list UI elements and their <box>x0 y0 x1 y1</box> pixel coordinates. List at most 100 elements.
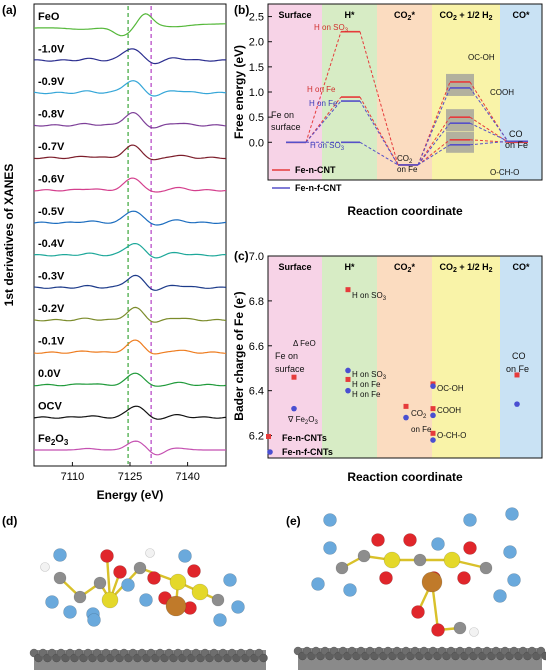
b-annot-o-ch-o: O-CH-O <box>490 168 519 177</box>
fluorine-atom <box>178 549 192 563</box>
fluorine-atom <box>311 577 325 591</box>
column-header: Surface <box>278 262 311 272</box>
c-point-fe-n-f-cnts <box>430 412 436 419</box>
a-series-label: -0.1V <box>38 336 65 348</box>
c-point-fe-n-cnts <box>345 376 351 382</box>
a-series-label: -0.6V <box>38 173 65 185</box>
carbon-atom <box>133 561 147 575</box>
panel-a-ylabel: 1st derivatives of XANES <box>2 164 16 307</box>
b-annot-co-on-fe: on Fe <box>505 140 528 150</box>
iron-atom <box>421 571 443 593</box>
b-state-highlight <box>446 109 474 132</box>
a-curve--0-7v <box>33 144 226 161</box>
a-series-label: -0.5V <box>38 206 65 218</box>
band-4 <box>500 4 542 180</box>
b-ytick-label: 1.5 <box>249 62 264 74</box>
carbon-atom <box>93 576 107 590</box>
b-annot-h-on-fe-red: H on Fe <box>307 85 336 94</box>
b-connector <box>359 31 399 166</box>
fluorine-atom <box>323 541 337 555</box>
panel-b-label: (b) <box>234 3 249 17</box>
panel-c-frame <box>267 255 543 459</box>
fluorine-atom <box>507 573 521 587</box>
a-series-label: OCV <box>38 401 63 413</box>
c-annot-co2: CO2 <box>411 409 427 420</box>
panel-a-xanes-chart: 1st derivatives of XANES Energy (eV) 711… <box>2 3 227 502</box>
c-point-fe-n-cnts <box>403 403 409 409</box>
c-legend-swatch-fe-n-cnts <box>266 434 271 439</box>
sulfur-atom <box>383 551 401 569</box>
c-point-fe-n-cnts <box>345 287 351 293</box>
a-curve--0-9v <box>33 80 227 97</box>
column-header: CO2* <box>394 10 415 22</box>
a-series-label: -0.3V <box>38 271 65 283</box>
c-ytick-label: 6.8 <box>249 296 264 308</box>
c-point-fe-n-f-cnts <box>345 387 351 394</box>
carbon-atom <box>357 549 371 563</box>
iron-atom <box>165 595 187 617</box>
b-state-highlight <box>446 73 474 96</box>
a-curve--0-2v <box>33 306 227 323</box>
b-ytick-label: 0.0 <box>249 137 264 149</box>
c-ytick-label: 6.4 <box>249 386 264 398</box>
band-2 <box>377 256 432 458</box>
fluorine-atom <box>45 595 59 609</box>
c-annot-o-ch-o: O-CH-O <box>437 431 466 440</box>
c-annot-surface: surface <box>275 364 305 374</box>
fluorine-atom <box>231 600 245 614</box>
c-point-fe-n-f-cnts <box>430 437 436 443</box>
oxygen-atom <box>371 533 385 547</box>
c-annot-nabla-fe2o3: ∇ Fe2O3 <box>287 415 319 426</box>
a-curve--0-1v <box>33 339 227 355</box>
fluorine-atom <box>431 537 445 551</box>
oxygen-atom <box>379 571 393 585</box>
column-header: H* <box>344 262 354 272</box>
c-annot-h-on-so3-top: H on SO3 <box>352 291 387 302</box>
b-annot-h-on-so3: H on SO3 <box>314 23 349 34</box>
carbon-atom <box>335 561 349 575</box>
oxygen-atom <box>463 541 477 555</box>
fluorine-atom <box>53 548 67 562</box>
fluorine-atom <box>87 613 101 627</box>
carbon-atom <box>53 571 67 585</box>
b-annot-cooh: COOH <box>490 88 514 97</box>
c-ytick-label: 6.6 <box>249 341 264 353</box>
a-curve--0-5v <box>33 210 227 226</box>
panel-a-frame <box>33 3 227 467</box>
band-0 <box>268 256 322 458</box>
carbon-atom <box>211 593 225 607</box>
hydrogen-atom <box>145 548 155 558</box>
a-curve--1-0v <box>33 48 227 65</box>
c-point-fe-n-f-cnts <box>345 367 351 374</box>
b-annot-oc-oh: OC-OH <box>468 53 495 62</box>
b-ytick-label: 0.5 <box>249 112 264 124</box>
a-series-label: -1.0V <box>38 43 65 55</box>
band-0 <box>268 4 322 180</box>
panel-b-xlabel: Reaction coordinate <box>347 204 463 218</box>
oxygen-atom <box>113 565 127 579</box>
b-connector <box>359 100 399 166</box>
a-xtick-label: 7125 <box>118 471 142 483</box>
c-legend-fe-n-f-cnts: Fe-n-f-CNTs <box>282 447 333 457</box>
c-annot-co-on-fe: on Fe <box>506 364 529 374</box>
fluorine-atom <box>343 583 357 597</box>
a-series-label: -0.4V <box>38 238 65 250</box>
panel-d-molecular-model <box>29 548 268 670</box>
c-annot-oc-oh: OC-OH <box>437 384 464 393</box>
carbon-atom <box>453 621 467 635</box>
c-point-fe-n-f-cnts <box>430 383 436 389</box>
column-header: CO2* <box>394 262 415 274</box>
b-connector <box>469 81 509 143</box>
c-point-fe-n-cnts <box>514 372 520 378</box>
panel-b-ylabel: Free energy (eV) <box>232 45 246 139</box>
b-connector <box>469 87 509 142</box>
band-1 <box>322 4 377 180</box>
a-series-label: FeO <box>38 11 60 23</box>
b-connector <box>469 140 509 146</box>
b-annot-co: CO <box>509 129 523 139</box>
fluorine-atom <box>505 507 519 521</box>
fluorine-atom <box>503 545 517 559</box>
panel-a-label: (a) <box>2 3 17 17</box>
a-curve-fe2o3 <box>34 440 226 456</box>
